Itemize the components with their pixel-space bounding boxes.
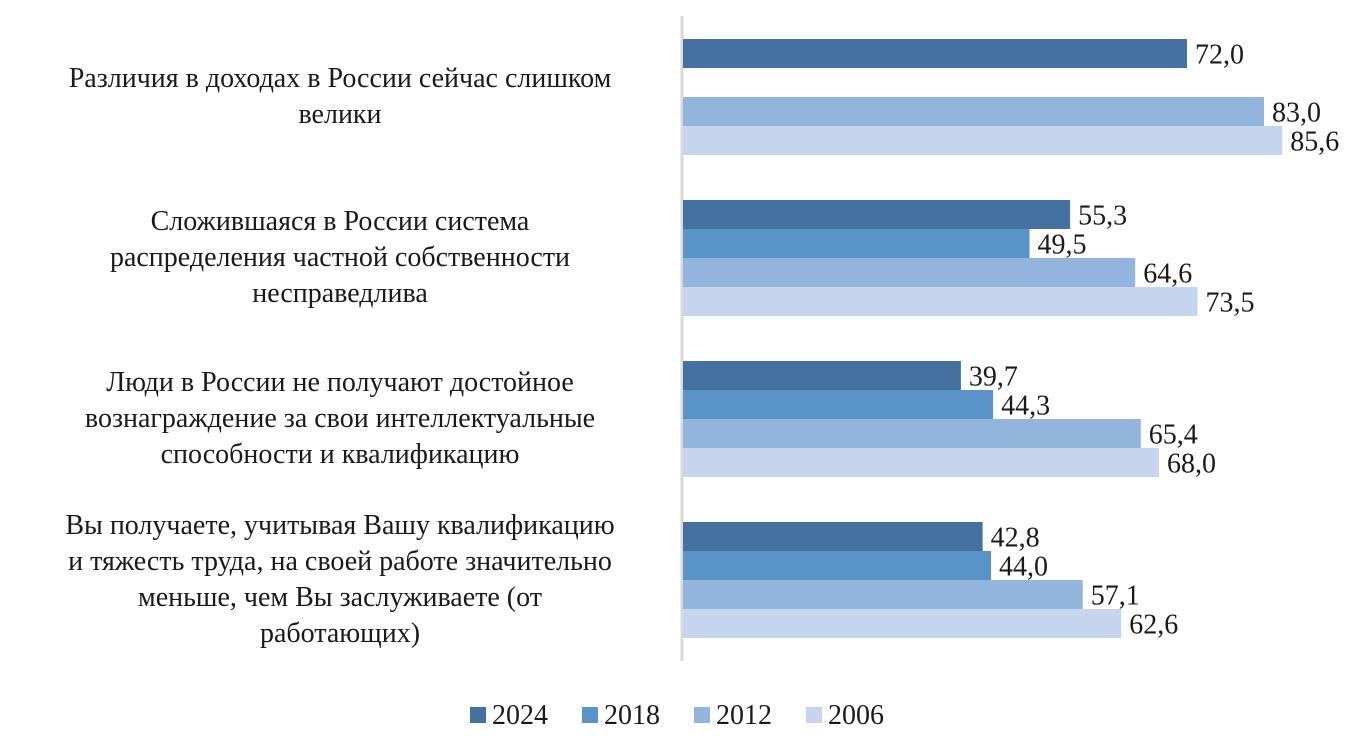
data-label: 57,1	[1091, 581, 1140, 612]
data-label: 64,6	[1143, 259, 1192, 290]
data-label: 85,6	[1290, 127, 1339, 158]
bar-2024	[683, 361, 961, 390]
data-label: 44,0	[999, 552, 1048, 583]
data-label: 49,5	[1038, 230, 1087, 261]
bar-2012	[683, 419, 1141, 448]
bar-2024	[683, 39, 1187, 68]
category-label-line: Различия в доходах в России сейчас слишк…	[69, 63, 612, 94]
legend-swatch-2012	[694, 707, 710, 723]
data-label: 65,4	[1149, 420, 1198, 451]
category-label-line: способности и квалификацию	[161, 439, 520, 470]
data-label: 42,8	[991, 523, 1040, 554]
category-label-line: и тяжесть труда, на своей работе значите…	[68, 546, 612, 577]
bar-2012	[683, 580, 1083, 609]
category-label-line: Вы получаете, учитывая Вашу квалификацию	[65, 510, 614, 541]
data-label: 72,0	[1195, 40, 1244, 71]
data-label: 39,7	[969, 362, 1018, 393]
category-label-line: распределения частной собственности	[110, 242, 570, 273]
data-label: 73,5	[1206, 288, 1255, 319]
legend-swatch-2024	[470, 707, 486, 723]
legend-label: 2012	[716, 700, 772, 731]
bar-2024	[683, 200, 1071, 229]
category-label-line: работающих)	[260, 618, 420, 649]
legend-label: 2024	[492, 700, 548, 731]
bar-2006	[683, 126, 1283, 155]
data-label: 44,3	[1001, 391, 1050, 422]
bar-2018	[683, 229, 1030, 258]
bar-2006	[683, 287, 1198, 316]
category-label-line: Сложившаяся в России система	[151, 206, 530, 237]
category-label: Вы получаете, учитывая Вашу квалификацию…	[65, 510, 614, 649]
category-label-line: меньше, чем Вы заслуживаете (от	[138, 582, 542, 613]
legend-label: 2018	[604, 700, 660, 731]
legend-label: 2006	[828, 700, 884, 731]
category-label-line: вознаграждение за свои интеллектуальные	[85, 403, 595, 434]
data-label: 62,6	[1129, 610, 1178, 641]
category-label: Сложившаяся в России система распределени…	[110, 206, 570, 309]
bar-2018	[683, 551, 991, 580]
category-label: Люди в России не получают достойное возна…	[85, 367, 595, 470]
data-label: 68,0	[1167, 449, 1216, 480]
legend-swatch-2006	[806, 707, 822, 723]
bar-2006	[683, 448, 1159, 477]
category-label-line: несправедлива	[252, 278, 428, 309]
category-label-line: Люди в России не получают достойное	[106, 367, 574, 398]
legend-swatch-2018	[582, 707, 598, 723]
bar-2024	[683, 522, 983, 551]
bar-2006	[683, 609, 1122, 638]
bar-2018	[683, 390, 994, 419]
category-label: Различия в доходах в России сейчас слишк…	[69, 63, 612, 130]
bar-2012	[683, 258, 1136, 287]
bar-2012	[683, 97, 1264, 126]
data-label: 55,3	[1078, 201, 1127, 232]
data-label: 83,0	[1272, 98, 1321, 129]
category-label-line: велики	[298, 99, 381, 130]
